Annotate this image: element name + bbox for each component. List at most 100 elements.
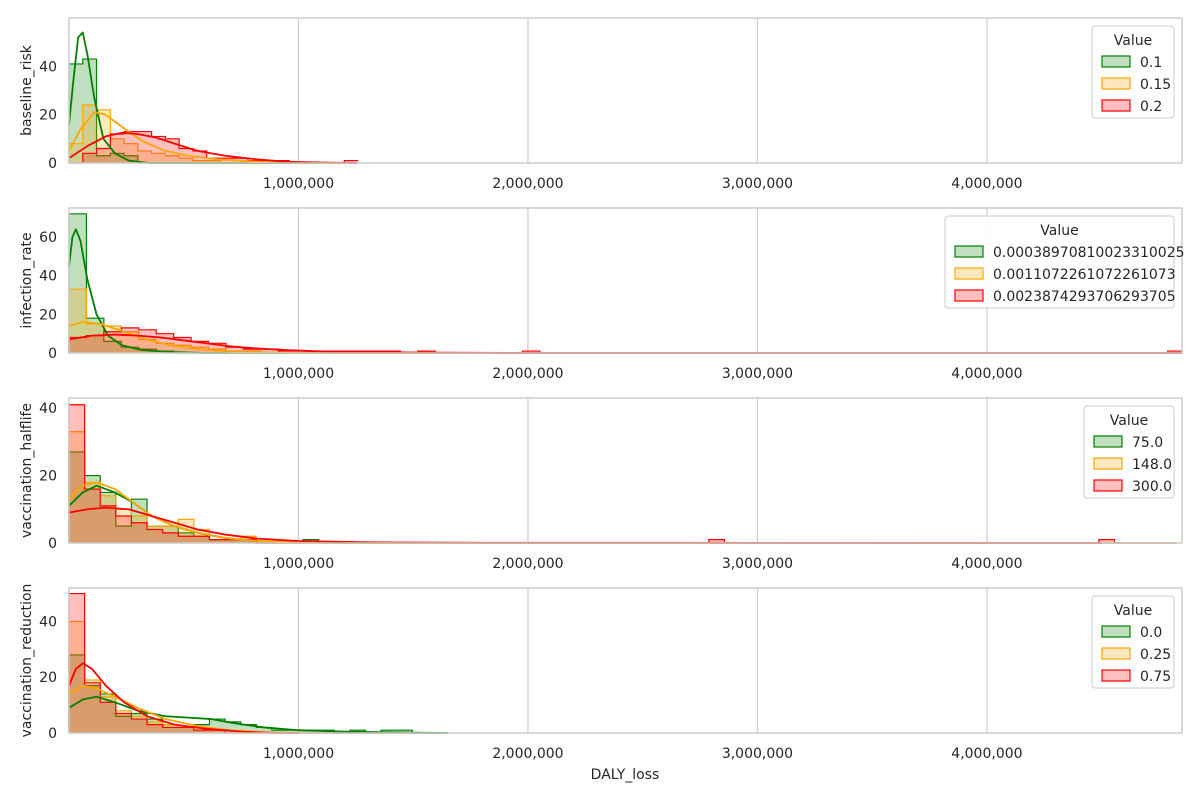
histogram-bar <box>147 721 163 733</box>
histogram-bar <box>209 539 226 543</box>
histogram-bar <box>115 713 132 733</box>
x-tick-label: 4,000,000 <box>951 176 1022 192</box>
histogram-bar <box>156 343 174 353</box>
histogram-bar <box>162 526 179 543</box>
histogram-bar <box>86 324 104 353</box>
y-axis-label: baseline_risk <box>19 44 35 136</box>
x-tick-label: 2,000,000 <box>492 366 563 382</box>
series-300.0 <box>68 404 1177 544</box>
legend-label: 0.75 <box>1140 669 1171 685</box>
legend-label: 0.0011072261072261073 <box>993 267 1176 283</box>
subplot-baseline-risk: 1,000,000 2,000,000 3,000,000 4,000,000 0 20 4… <box>19 17 1183 192</box>
histogram-bar <box>162 532 179 543</box>
legend-swatch <box>954 267 984 280</box>
x-tick-label: 1,000,000 <box>263 556 334 572</box>
legend-swatch <box>1101 669 1131 682</box>
y-tick-label: 20 <box>39 108 57 124</box>
legend-title: Value <box>1040 223 1078 239</box>
y-tick-label: 40 <box>39 614 57 630</box>
kde-curve <box>68 131 356 164</box>
histogram-bar <box>344 160 359 163</box>
y-tick-label: 0 <box>48 726 57 742</box>
y-tick-label: 60 <box>39 230 57 246</box>
histogram-bar <box>1167 351 1182 353</box>
legend-label: 0.0023874293706293705 <box>993 289 1176 305</box>
histogram-bar <box>115 526 132 543</box>
x-tick-label: 2,000,000 <box>492 176 563 192</box>
histogram-bar <box>69 337 87 353</box>
legend-label: 0.25 <box>1140 647 1171 663</box>
histogram-bar <box>179 158 193 163</box>
histogram-bar <box>178 536 194 543</box>
legend-title: Value <box>1110 413 1148 429</box>
histogram-bar <box>209 730 226 733</box>
y-axis-label: infection_rate <box>19 232 35 328</box>
histogram-bar <box>193 730 210 733</box>
histogram-outline <box>68 451 1177 544</box>
histogram-bar <box>115 710 132 733</box>
subplot-vaccination-halflife: 1,000,000 2,000,000 3,000,000 4,000,000 0 20 4… <box>19 397 1183 572</box>
histogram-bar <box>100 693 116 733</box>
histogram-bar <box>151 136 166 163</box>
legend-swatch <box>1093 435 1123 448</box>
histogram-bar <box>208 343 226 353</box>
histogram-bar <box>115 716 132 733</box>
histogram-bar <box>165 155 180 163</box>
histogram-bar <box>103 341 122 353</box>
histogram-bar <box>100 702 116 733</box>
legend-label: 0.15 <box>1140 77 1171 93</box>
legend-label: 0.1 <box>1140 55 1162 71</box>
histogram-bar <box>84 682 101 733</box>
histogram-bar <box>147 719 163 733</box>
legend-swatch <box>1101 77 1131 90</box>
histogram-bar <box>147 724 163 733</box>
x-tick-label: 4,000,000 <box>951 746 1022 762</box>
y-axis-label: vaccination_halflife <box>19 403 35 538</box>
kde-curve <box>68 695 448 734</box>
y-tick-label: 20 <box>39 670 57 686</box>
x-tick-label: 3,000,000 <box>722 176 793 192</box>
histogram-bar <box>96 155 111 163</box>
histogram-bar <box>708 539 725 543</box>
series-148.0 <box>68 431 1177 544</box>
histogram-bar <box>82 105 97 163</box>
y-tick-label: 20 <box>39 307 57 323</box>
x-tick-label: 1,000,000 <box>263 366 334 382</box>
legend: Value 0.0 0.25 0.75 <box>1091 595 1175 689</box>
histogram-bar <box>131 522 148 543</box>
histogram-bar <box>193 536 210 543</box>
histogram-bar <box>178 727 194 733</box>
histogram-bar <box>100 696 116 733</box>
histogram-bar <box>191 341 209 353</box>
histogram-bar <box>240 539 257 543</box>
histogram-bar <box>192 160 207 163</box>
histogram-bar <box>100 492 116 543</box>
y-tick-label: 0 <box>48 536 57 552</box>
x-tick-label: 4,000,000 <box>951 556 1022 572</box>
histogram-bar <box>240 539 257 543</box>
subplot-panels: 1,000,000 2,000,000 3,000,000 4,000,000 0 20 4… <box>19 17 1185 762</box>
y-tick-label: 40 <box>39 59 57 75</box>
histogram-bar <box>100 505 116 543</box>
series-75.0 <box>68 451 1177 544</box>
histogram-bar <box>396 730 413 733</box>
histogram-bar <box>137 150 152 163</box>
histogram-bar <box>209 730 226 733</box>
y-axis-label: vaccination_reduction <box>19 584 35 738</box>
histogram-bar <box>69 593 85 733</box>
histogram-bar <box>147 529 163 543</box>
legend: Value 75.0 148.0 300.0 <box>1083 405 1175 499</box>
histogram-bar <box>124 131 138 163</box>
histogram-bar <box>121 347 139 353</box>
histogram-bar <box>271 730 288 733</box>
histogram-bar <box>225 721 241 733</box>
histogram-bar <box>225 539 241 543</box>
histogram-bar <box>178 532 194 543</box>
legend-label: 0.2 <box>1140 99 1162 115</box>
legend-swatch <box>1101 55 1131 68</box>
histogram-bar <box>1098 539 1115 543</box>
axes-frame <box>68 587 1183 734</box>
histogram-bar <box>124 143 138 163</box>
legend-box <box>944 215 1175 309</box>
legend-box <box>1091 595 1175 689</box>
